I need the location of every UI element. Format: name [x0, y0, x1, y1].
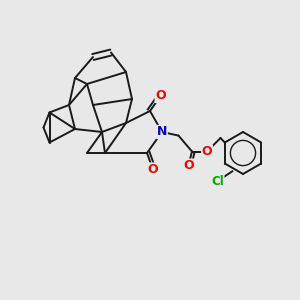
Text: O: O — [155, 89, 166, 103]
Text: N: N — [157, 125, 167, 139]
Text: O: O — [183, 159, 194, 172]
Text: O: O — [148, 163, 158, 176]
Text: O: O — [202, 145, 212, 158]
Text: Cl: Cl — [211, 175, 224, 188]
